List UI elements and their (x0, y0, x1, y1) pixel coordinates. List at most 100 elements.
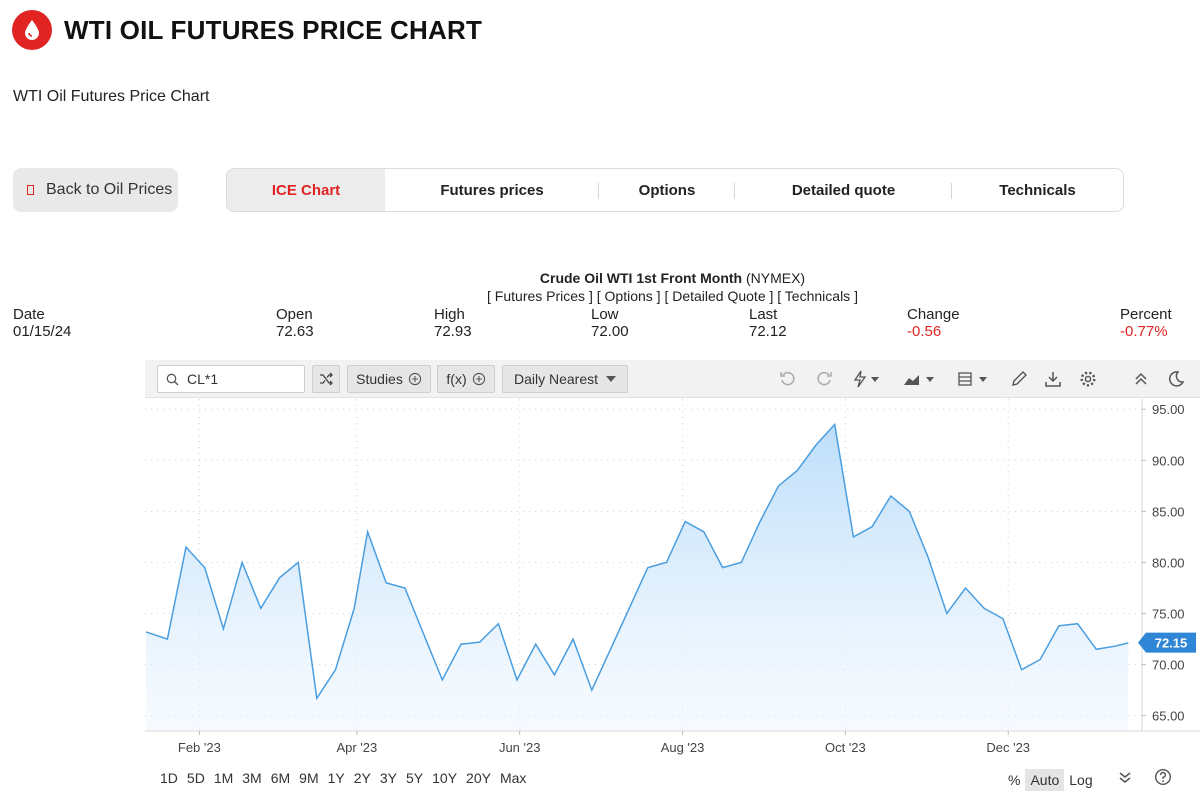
range-5d[interactable]: 5D (186, 770, 205, 786)
chart-title: Crude Oil WTI 1st Front Month (NYMEX) (0, 270, 1200, 286)
data-point (701, 529, 706, 534)
price-line (145, 422, 1129, 701)
price-area-fill (146, 424, 1129, 731)
x-tick-label: Dec '23 (986, 740, 1030, 755)
layout-icon[interactable] (955, 367, 991, 391)
range-5y[interactable]: 5Y (406, 770, 424, 786)
link-futures-prices[interactable]: [ Futures Prices ] (487, 288, 593, 304)
y-tick-label: 75.00 (1152, 607, 1185, 622)
range-3m[interactable]: 3M (242, 770, 262, 786)
link-options[interactable]: [ Options ] (596, 288, 661, 304)
range-3y[interactable]: 3Y (379, 770, 397, 786)
quote-last-value: 72.12 (749, 323, 787, 340)
data-point (1019, 667, 1024, 672)
data-point (496, 621, 501, 626)
range-1d[interactable]: 1D (160, 770, 178, 786)
data-point (165, 637, 170, 642)
tab-ice-chart[interactable]: ICE Chart (227, 169, 385, 211)
data-point (832, 422, 837, 427)
page-header: WTI OIL FUTURES PRICE CHART (12, 8, 482, 52)
compare-button[interactable] (312, 365, 340, 393)
data-point (851, 534, 856, 539)
tab-detailed-quote[interactable]: Detailed quote (735, 169, 952, 211)
range-20y[interactable]: 20Y (466, 770, 491, 786)
chart-type-icon[interactable] (900, 367, 938, 391)
quote-date: Date 01/15/24 (13, 306, 71, 340)
help-icon[interactable] (1154, 768, 1172, 786)
range-6m[interactable]: 6M (270, 770, 291, 786)
tab-futures-prices[interactable]: Futures prices (385, 169, 599, 211)
scale-auto[interactable]: Auto (1025, 769, 1065, 791)
data-point (963, 586, 968, 591)
data-point (515, 677, 520, 682)
fx-button[interactable]: f(x) (437, 365, 495, 393)
chart-toolbar: Studies f(x) Daily Nearest (145, 360, 1200, 398)
quote-date-value: 01/15/24 (13, 323, 72, 340)
lightning-icon[interactable] (848, 367, 884, 391)
x-tick-label: Oct '23 (825, 740, 866, 755)
expand-down-icon[interactable] (1118, 770, 1132, 784)
quote-low-label: Low (591, 306, 619, 323)
data-point (1038, 657, 1043, 662)
plus-circle-icon (408, 372, 421, 386)
range-1m[interactable]: 1M (213, 770, 234, 786)
x-tick-label: Feb '23 (178, 740, 221, 755)
y-tick-label: 90.00 (1152, 453, 1185, 468)
y-tick-label: 65.00 (1152, 709, 1185, 724)
back-to-oil-prices-button[interactable]: Back to Oil Prices (13, 168, 178, 212)
range-9m[interactable]: 9M (299, 770, 319, 786)
data-point (221, 626, 226, 631)
quote-high-value: 72.93 (434, 323, 472, 340)
collapse-icon[interactable] (1129, 367, 1153, 391)
data-point (533, 642, 538, 647)
data-point (1113, 644, 1118, 649)
data-point (870, 524, 875, 529)
quote-change: Change -0.56 (907, 306, 960, 340)
shuffle-icon (320, 372, 333, 386)
undo-icon[interactable] (776, 367, 800, 391)
pencil-icon[interactable] (1007, 367, 1031, 391)
settings-icon[interactable] (1076, 367, 1100, 391)
studies-button[interactable]: Studies (347, 365, 431, 393)
data-point (926, 555, 931, 560)
range-max[interactable]: Max (499, 770, 527, 786)
page-subtitle: WTI Oil Futures Price Chart (13, 88, 210, 105)
quote-last: Last 72.12 (749, 306, 787, 340)
tab-technicals[interactable]: Technicals (999, 181, 1076, 199)
data-point (384, 580, 389, 585)
last-price-label: 72.15 (1155, 636, 1188, 651)
data-point (477, 640, 482, 645)
fx-label: f(x) (446, 371, 467, 387)
data-point (982, 606, 987, 611)
last-price-badge (1138, 632, 1196, 653)
data-point (365, 529, 370, 534)
chart-tabs: ICE Chart Futures prices Options Detaile… (226, 168, 1124, 212)
redo-icon[interactable] (812, 367, 836, 391)
theme-icon[interactable] (1164, 367, 1188, 391)
link-detailed-quote[interactable]: [ Detailed Quote ] (664, 288, 774, 304)
data-point (552, 672, 557, 677)
quote-open: Open 72.63 (276, 306, 314, 340)
range-2y[interactable]: 2Y (353, 770, 371, 786)
scale-log[interactable]: Log (1069, 772, 1093, 788)
data-point (739, 560, 744, 565)
range-1y[interactable]: 1Y (327, 770, 345, 786)
scale-percent[interactable]: % (1008, 772, 1021, 788)
tab-options[interactable]: Options (599, 169, 735, 211)
download-icon[interactable] (1041, 367, 1065, 391)
interval-dropdown[interactable]: Daily Nearest (502, 365, 628, 393)
symbol-search[interactable] (157, 365, 305, 393)
x-tick-label: Aug '23 (661, 740, 705, 755)
data-point (184, 545, 189, 550)
quote-percent: Percent -0.77% (1120, 306, 1172, 340)
quote-high: High 72.93 (434, 306, 472, 340)
link-technicals[interactable]: [ Technicals ] (777, 288, 858, 304)
oil-drop-icon (12, 10, 52, 50)
range-10y[interactable]: 10Y (432, 770, 458, 786)
data-point (720, 565, 725, 570)
price-chart[interactable]: 95.00 90.00 85.00 80.00 75.00 70.00 65.00 Feb … (145, 399, 1200, 759)
data-point (202, 565, 207, 570)
data-point (795, 468, 800, 473)
data-point (258, 606, 263, 611)
symbol-input[interactable] (185, 370, 295, 388)
